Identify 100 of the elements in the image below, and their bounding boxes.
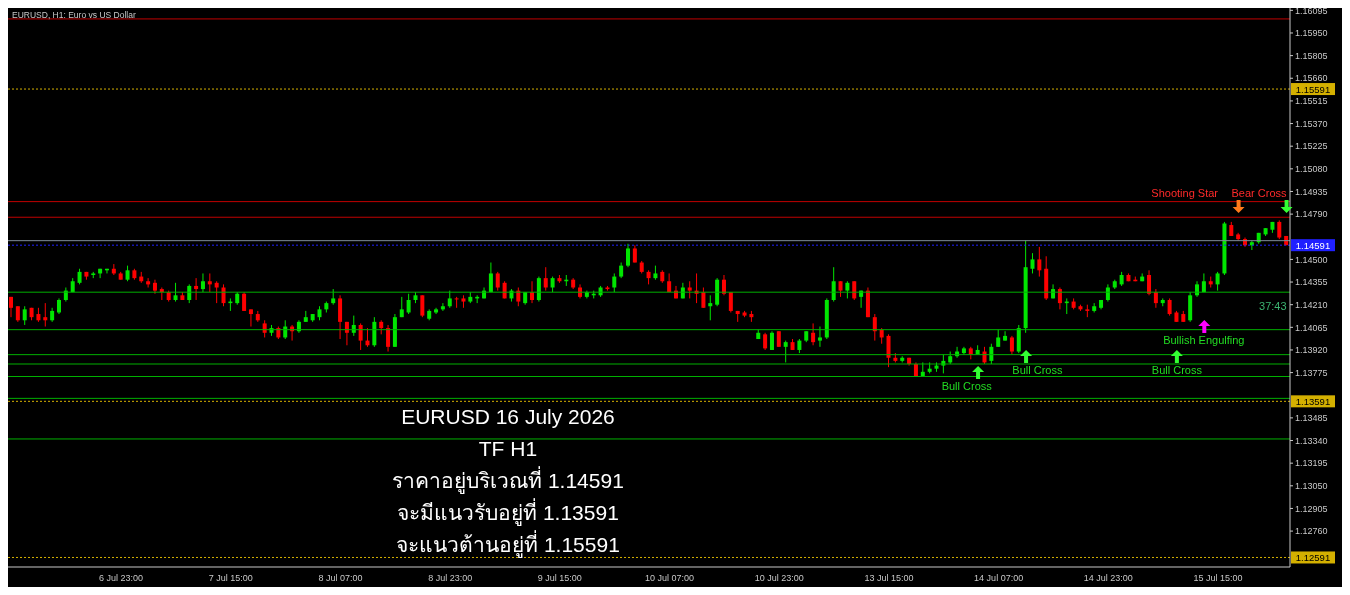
y-tick-label: 1.15370	[1295, 118, 1328, 129]
candlestick	[543, 266, 548, 292]
annotation: Bear Cross	[1231, 187, 1288, 199]
x-tick-label: 9 Jul 15:00	[537, 573, 582, 584]
annotation: Bull Cross	[1012, 364, 1063, 376]
y-tick-label: 1.15515	[1295, 96, 1328, 107]
candlestick	[488, 262, 493, 293]
y-tick-label: 1.13050	[1295, 481, 1328, 491]
candlestick	[1009, 335, 1014, 356]
y-tick-label: 1.16095	[1295, 5, 1328, 16]
candlestick	[242, 291, 247, 312]
candlestick	[989, 343, 994, 365]
y-tick-label: 1.13195	[1295, 458, 1328, 469]
y-tick-label: 1.15805	[1295, 50, 1328, 61]
candlestick	[1277, 219, 1282, 240]
annotation: Bull Cross	[1151, 364, 1203, 376]
x-tick-label: 13 Jul 15:00	[864, 573, 914, 584]
x-tick-label: 14 Jul 07:00	[974, 573, 1024, 584]
y-tick-label: 1.14500	[1295, 254, 1328, 265]
y-tick-label: 1.15080	[1295, 164, 1328, 175]
ref-line-label: 1.13591	[1295, 396, 1331, 408]
candlestick	[1016, 324, 1021, 354]
annotation: จะมีแนวรับอยู่ที่ 1.13591	[397, 498, 619, 526]
y-tick-label: 1.13485	[1295, 413, 1328, 424]
candlestick	[811, 322, 816, 346]
candlestick	[440, 302, 445, 312]
annotation: EURUSD 16 July 2026	[401, 405, 615, 428]
y-tick-label: 1.15225	[1295, 141, 1328, 152]
y-tick-label: 1.14355	[1295, 277, 1328, 288]
candlestick	[194, 277, 199, 301]
y-tick-label: 1.12760	[1295, 526, 1328, 537]
candlestick	[372, 316, 377, 348]
x-tick-label: 14 Jul 23:00	[1083, 573, 1133, 584]
candlestick	[852, 280, 857, 301]
candlestick	[146, 277, 151, 288]
candlestick	[358, 322, 363, 351]
chart-title: EURUSD, H1: Euro vs US Dollar	[12, 10, 136, 20]
x-tick-label: 10 Jul 07:00	[645, 573, 695, 584]
candlestick	[626, 243, 631, 268]
candlestick	[406, 293, 411, 315]
annotation: Shooting Star	[1151, 187, 1219, 199]
candlestick	[1153, 288, 1158, 309]
x-tick-label: 6 Jul 23:00	[99, 573, 144, 584]
ref-line-label: 1.14591	[1295, 240, 1331, 252]
x-tick-label: 15 Jul 15:00	[1193, 573, 1243, 584]
y-tick-label: 1.14210	[1295, 299, 1328, 310]
annotation: 37:43	[1259, 300, 1287, 312]
x-tick-label: 8 Jul 23:00	[428, 573, 473, 584]
annotation: Bullish Engulfing	[1163, 334, 1245, 346]
candlestick	[1003, 330, 1008, 342]
annotation: Bull Cross	[941, 380, 993, 392]
candlestick	[43, 302, 48, 328]
candlestick	[214, 280, 219, 304]
x-tick-label: 8 Jul 07:00	[318, 573, 363, 584]
candlestick	[872, 313, 877, 342]
candlestick	[612, 272, 617, 293]
candlestick	[886, 333, 891, 368]
candlestick	[1037, 246, 1042, 278]
candlestick	[386, 324, 391, 353]
ref-line-label: 1.12591	[1295, 552, 1331, 564]
candlestick	[1030, 252, 1035, 274]
y-tick-label: 1.13920	[1295, 345, 1328, 356]
candlestick	[1215, 271, 1220, 292]
y-tick-label: 1.15660	[1295, 73, 1328, 84]
candlestick	[536, 276, 541, 303]
y-tick-label: 1.14790	[1295, 209, 1328, 220]
candlestick	[207, 272, 212, 293]
y-tick-label: 1.12905	[1295, 503, 1328, 514]
candlestick	[420, 294, 425, 318]
candlestick	[516, 287, 521, 307]
annotation: จะแนวต้านอยู่ที่ 1.15591	[396, 530, 620, 558]
candlestick	[1249, 240, 1254, 251]
annotation: ราคาอยู่บริเวณที่ 1.14591	[392, 466, 624, 494]
candlestick	[721, 274, 726, 296]
x-tick-label: 10 Jul 23:00	[754, 573, 804, 584]
candlestick	[1147, 269, 1152, 296]
candlestick	[817, 326, 822, 348]
candlestick	[434, 307, 439, 315]
candlestick	[831, 266, 836, 303]
candlestick	[248, 308, 253, 328]
candlestick	[454, 296, 459, 309]
candlestick	[495, 271, 500, 292]
candlestick	[351, 315, 356, 337]
candlestick	[22, 305, 27, 326]
candlestick	[173, 282, 178, 303]
candlestick	[338, 294, 343, 340]
candlestick	[783, 340, 788, 363]
candlestick	[200, 272, 205, 293]
annotation: TF H1	[478, 437, 538, 460]
candlestick	[708, 294, 713, 321]
candlestick	[701, 287, 706, 309]
ref-line-label: 1.15591	[1295, 84, 1331, 96]
candlestick	[769, 330, 774, 351]
y-tick-label: 1.15950	[1295, 28, 1328, 39]
y-tick-label: 1.14065	[1295, 322, 1328, 333]
y-tick-label: 1.13775	[1295, 367, 1328, 378]
y-tick-label: 1.13340	[1295, 435, 1328, 446]
y-tick-label: 1.14935	[1295, 186, 1328, 197]
candlestick	[530, 280, 535, 304]
x-tick-label: 7 Jul 15:00	[208, 573, 253, 584]
